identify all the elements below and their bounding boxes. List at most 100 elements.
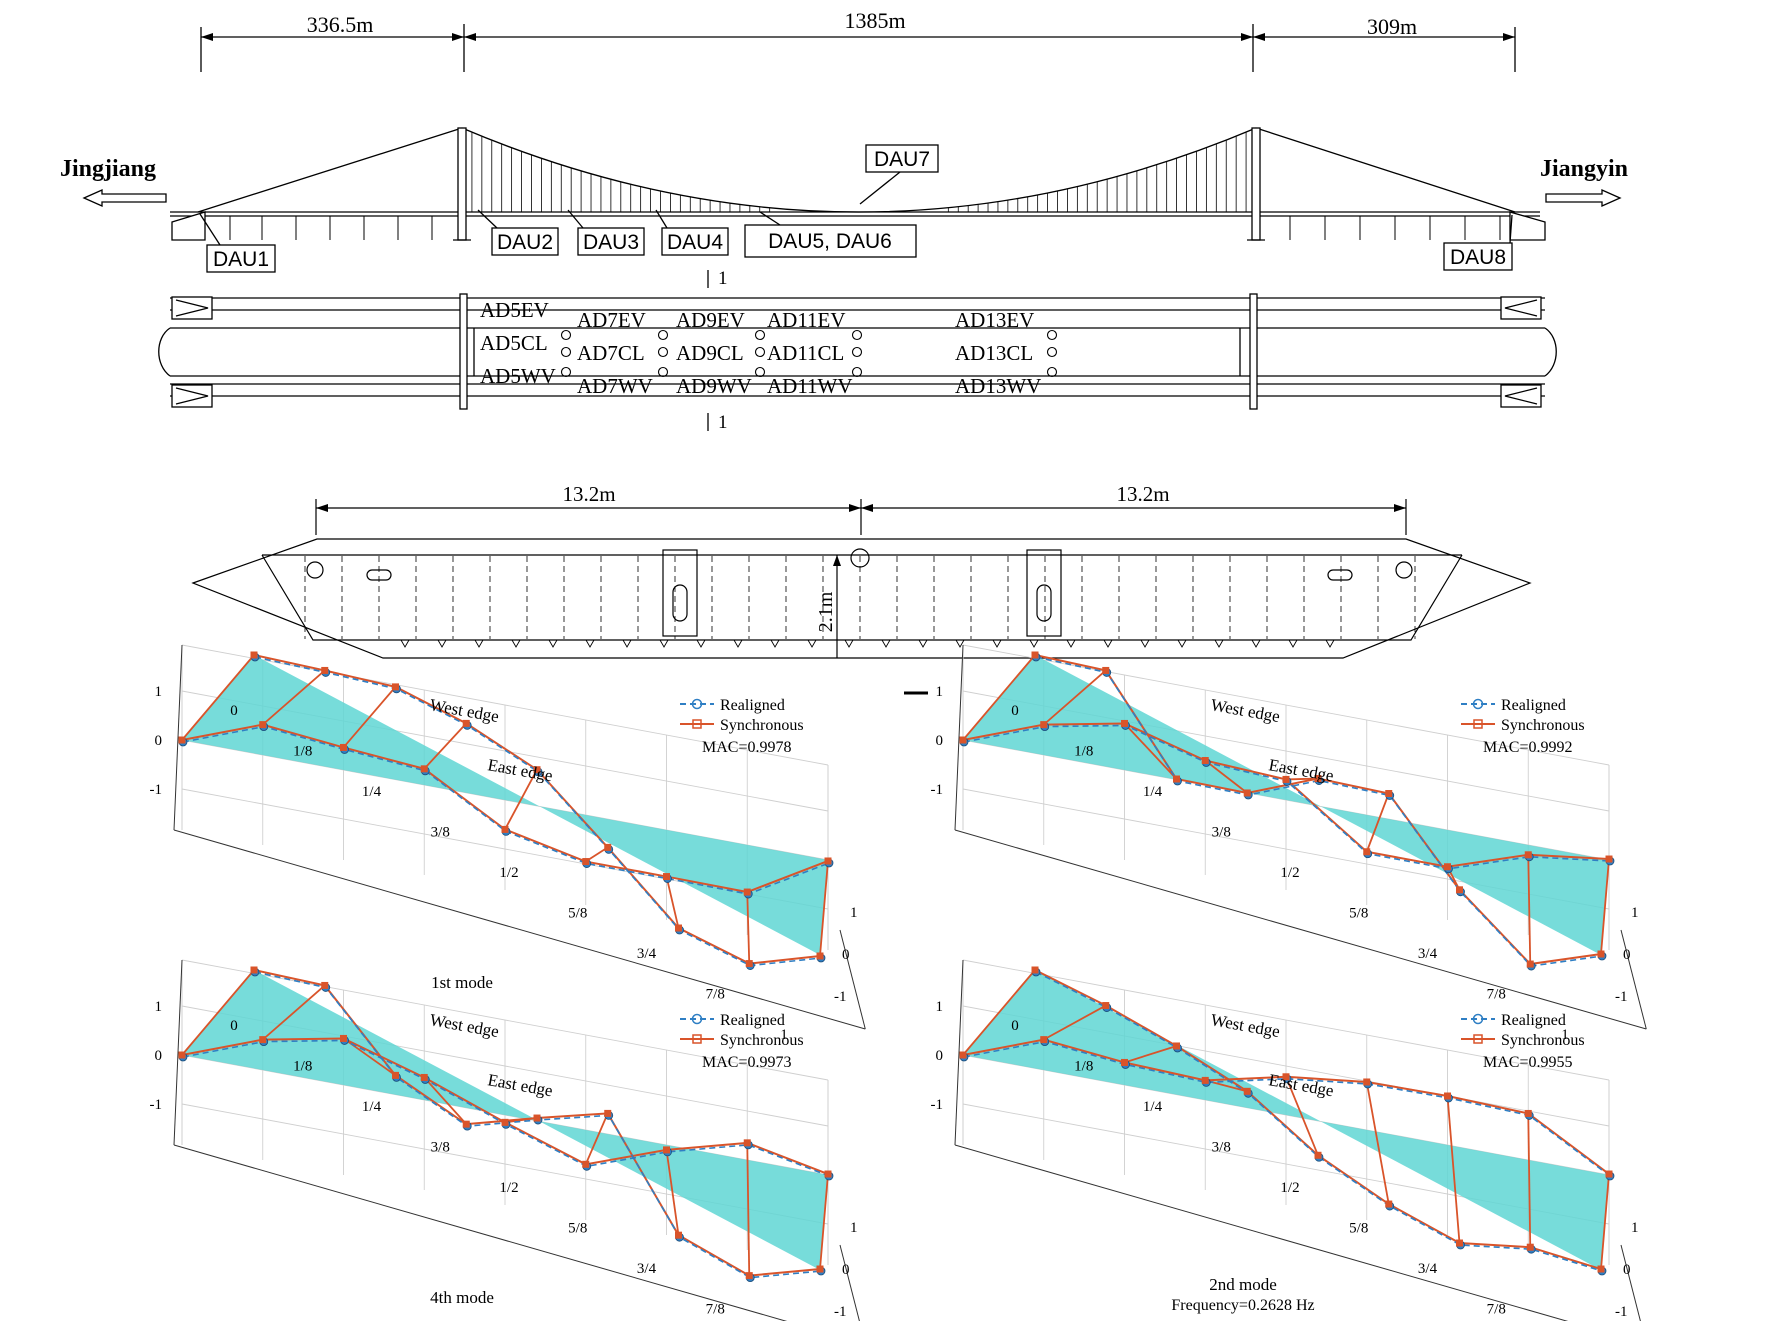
legend-synchronous-marker: [1473, 719, 1483, 729]
synchronous-point: [675, 924, 682, 932]
z-tick-label: -1: [834, 989, 847, 1005]
dau-label: DAU1: [213, 248, 269, 271]
synchronous-point: [250, 966, 258, 974]
x-tick-label: 1/8: [1074, 744, 1093, 760]
synchronous-point: [1363, 1078, 1371, 1086]
x-tick-label: 3/8: [431, 1140, 450, 1156]
section-rung: [746, 892, 751, 964]
mode-plot-4: 0 1/8 1/4 3/8 1/2 5/8 3/4 7/8 1 1 0 -1 1 0 -1 East edge…: [931, 959, 1641, 1321]
x-tick-label: 1: [1561, 1027, 1569, 1043]
section-rung: [1446, 1095, 1461, 1244]
x-tick-label: 3/8: [431, 825, 450, 841]
section-rung: [1600, 1173, 1610, 1270]
synchronous-point: [1597, 1265, 1605, 1273]
synchronous-point: [1314, 775, 1322, 783]
z-tick-label: 0: [842, 947, 850, 963]
section-rung: [1600, 858, 1610, 955]
synchronous-point: [743, 888, 751, 896]
west-edge-realigned: [1035, 656, 1603, 967]
y-tick-label: 0: [936, 1048, 944, 1064]
section-rung: [819, 860, 829, 957]
synchronous-point: [420, 765, 428, 773]
x-tick-label: 1/8: [293, 744, 312, 760]
sensor-label-cl: AD11CL: [767, 341, 844, 365]
legend-realigned-marker: [1472, 1013, 1484, 1025]
x-tick-label: 3/4: [637, 1261, 657, 1277]
x-tick-label: 5/8: [1349, 906, 1368, 922]
x-tick-label: 3/8: [1212, 825, 1231, 841]
x-tick-label: 0: [1011, 1018, 1019, 1034]
x-tick-label: 7/8: [1487, 987, 1506, 1003]
section-rung: [1123, 722, 1178, 780]
east-edge-realigned: [963, 1040, 1611, 1177]
synchronous-point: [1456, 886, 1463, 894]
x-tick-label: 3/4: [1418, 1261, 1438, 1277]
deck-plane: [963, 970, 1609, 1270]
section-rung: [819, 1173, 829, 1270]
synchronous-point: [259, 1036, 267, 1044]
z-tick-label: 0: [842, 1262, 850, 1278]
span-label-right: 309m: [1367, 14, 1417, 39]
legend-synchronous-label: Synchronous: [1501, 1032, 1585, 1049]
x-tick-label: 0: [230, 703, 238, 719]
legend-synchronous-label: Synchronous: [1501, 717, 1585, 734]
synchronous-point: [745, 960, 753, 968]
synchronous-point: [1243, 789, 1251, 797]
legend-synchronous-label: Synchronous: [720, 1032, 804, 1049]
synchronous-point: [824, 1170, 832, 1178]
legend-realigned-marker: [691, 1013, 703, 1025]
synchronous-point: [663, 873, 670, 881]
x-tick-label: 1/4: [1143, 784, 1163, 800]
mac-value: MAC=0.9992: [1483, 739, 1572, 756]
synchronous-point: [1444, 863, 1451, 871]
synchronous-point: [1173, 1042, 1180, 1050]
x-tick-label: 1/4: [362, 1099, 382, 1115]
legend-synchronous-marker: [692, 719, 702, 729]
synchronous-point: [959, 736, 967, 744]
section-rung: [423, 722, 467, 770]
synchronous-point: [1605, 1170, 1613, 1178]
city-right: Jiangyin: [1540, 156, 1628, 182]
y-tick-label: 1: [936, 684, 944, 700]
sensor-label-ev: AD5EV: [480, 298, 549, 322]
synchronous-point: [259, 721, 267, 729]
synchronous-point: [533, 1114, 541, 1122]
synchronous-point: [604, 1109, 612, 1117]
dau-label: DAU5, DAU6: [768, 230, 892, 253]
synchronous-point: [1456, 1239, 1463, 1247]
section-rung: [504, 769, 538, 830]
legend-realigned-label: Realigned: [1501, 1012, 1566, 1029]
synchronous-point: [1031, 651, 1039, 659]
section-rung: [746, 1142, 751, 1276]
synchronous-point: [1173, 775, 1180, 783]
section-rung: [262, 984, 326, 1041]
east-edge-label: East edge: [486, 1070, 554, 1100]
y-tick-label: 1: [155, 999, 163, 1015]
mac-value: MAC=0.9973: [702, 1054, 791, 1071]
sensor-label-ev: AD9EV: [676, 308, 745, 332]
x-tick-label: 1: [780, 1027, 788, 1043]
section-rung: [962, 969, 1036, 1056]
sensor-label-wv: AD7WV: [577, 374, 653, 398]
z-tick-label: 1: [1631, 1220, 1639, 1236]
synchronous-point: [824, 857, 832, 865]
west-edge-realigned: [254, 656, 822, 967]
section-mark-bottom: 1: [718, 412, 728, 433]
synchronous-point: [1282, 775, 1290, 783]
synchronous-point: [582, 858, 590, 866]
synchronous-point: [1201, 1076, 1209, 1084]
synchronous-point: [321, 981, 329, 989]
dau-label: DAU3: [583, 231, 639, 254]
synchronous-point: [533, 766, 541, 774]
synchronous-point: [816, 1265, 824, 1273]
z-tick-label: -1: [1615, 989, 1628, 1005]
section-rung: [1365, 1081, 1390, 1205]
z-tick-label: 1: [1631, 905, 1639, 921]
synchronous-point: [321, 666, 329, 674]
y-tick-label: 0: [155, 1048, 163, 1064]
section-rung: [1043, 1004, 1107, 1041]
synchronous-point: [1201, 757, 1209, 764]
y-tick-label: 0: [155, 733, 163, 749]
synchronous-point: [1385, 790, 1393, 797]
